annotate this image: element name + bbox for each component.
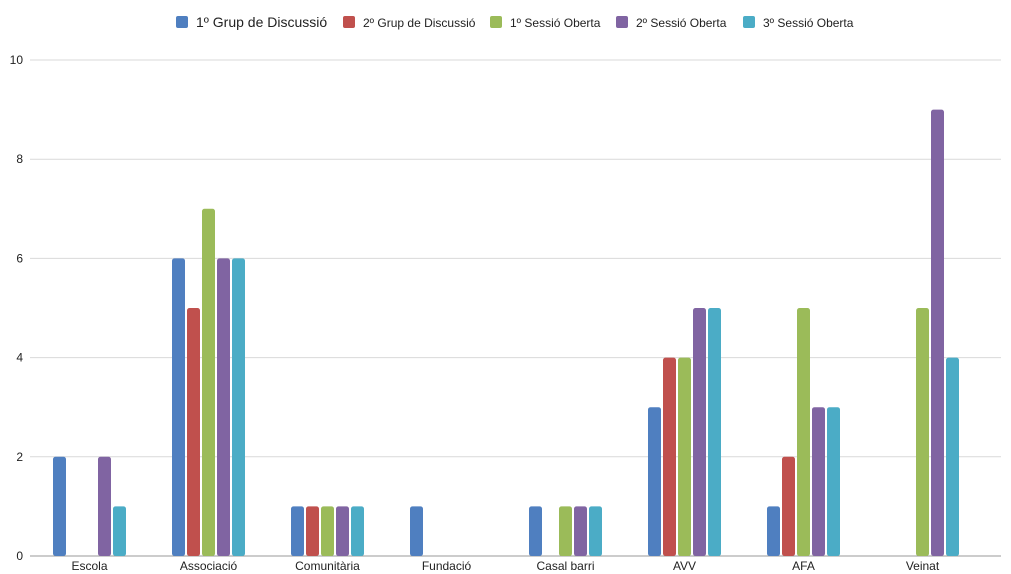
- y-tick-label: 0: [16, 549, 23, 563]
- x-tick-label: Fundació: [422, 559, 472, 573]
- bar-0-0: [53, 456, 66, 556]
- y-tick-label: 10: [10, 53, 24, 67]
- y-axis-ticks: 0 2 4 6 8 10: [10, 53, 24, 563]
- legend-label: 2º Grup de Discussió: [363, 16, 476, 30]
- x-tick-label: Escola: [71, 559, 107, 573]
- bar-5-2: [678, 357, 691, 556]
- x-axis-ticks: Escola Associació Comunitària Fundació Casal…: [71, 559, 939, 573]
- x-tick-label: Associació: [180, 559, 238, 573]
- bar-7-2: [916, 308, 929, 556]
- x-tick-label: AFA: [792, 559, 815, 573]
- bar-1-4: [232, 258, 245, 556]
- bar-0-3: [98, 456, 111, 556]
- bar-4-0: [529, 506, 542, 556]
- bar-6-2: [797, 308, 810, 556]
- bar-4-2: [559, 506, 572, 556]
- bar-6-3: [812, 407, 825, 556]
- bar-4-4: [589, 506, 602, 556]
- y-tick-label: 8: [16, 152, 23, 166]
- legend: 1º Grup de Discussió 2º Grup de Discussió…: [176, 14, 854, 30]
- y-tick-label: 4: [16, 351, 23, 365]
- bar-1-0: [172, 258, 185, 556]
- bar-5-0: [648, 407, 661, 556]
- bar-2-4: [351, 506, 364, 556]
- bar-5-3: [693, 308, 706, 556]
- x-tick-label: Comunitària: [295, 559, 360, 573]
- bar-6-0: [767, 506, 780, 556]
- legend-swatch: [490, 16, 502, 28]
- legend-label: 1º Grup de Discussió: [196, 14, 327, 30]
- legend-label: 3º Sessió Oberta: [763, 16, 854, 30]
- bar-7-3: [931, 109, 944, 556]
- bar-1-2: [202, 208, 215, 557]
- bars: [53, 109, 959, 557]
- x-tick-label: AVV: [673, 559, 696, 573]
- y-tick-label: 6: [16, 251, 23, 265]
- legend-swatch: [743, 16, 755, 28]
- bar-2-3: [336, 506, 349, 556]
- legend-swatch: [176, 16, 188, 28]
- legend-label: 1º Sessió Oberta: [510, 16, 601, 30]
- bar-6-1: [782, 456, 795, 556]
- bar-2-1: [306, 506, 319, 556]
- x-tick-label: Casal barri: [536, 559, 594, 573]
- bar-4-3: [574, 506, 587, 556]
- bar-5-1: [663, 357, 676, 556]
- bar-0-4: [113, 506, 126, 556]
- legend-swatch: [343, 16, 355, 28]
- legend-swatch: [616, 16, 628, 28]
- bar-7-4: [946, 357, 959, 556]
- y-tick-label: 2: [16, 450, 23, 464]
- bar-1-3: [217, 258, 230, 556]
- x-tick-label: Veinat: [906, 559, 940, 573]
- legend-label: 2º Sessió Oberta: [636, 16, 727, 30]
- bar-5-4: [708, 308, 721, 556]
- bar-2-2: [321, 506, 334, 556]
- bar-2-0: [291, 506, 304, 556]
- bar-1-1: [187, 308, 200, 556]
- bar-6-4: [827, 407, 840, 556]
- bar-3-0: [410, 506, 423, 556]
